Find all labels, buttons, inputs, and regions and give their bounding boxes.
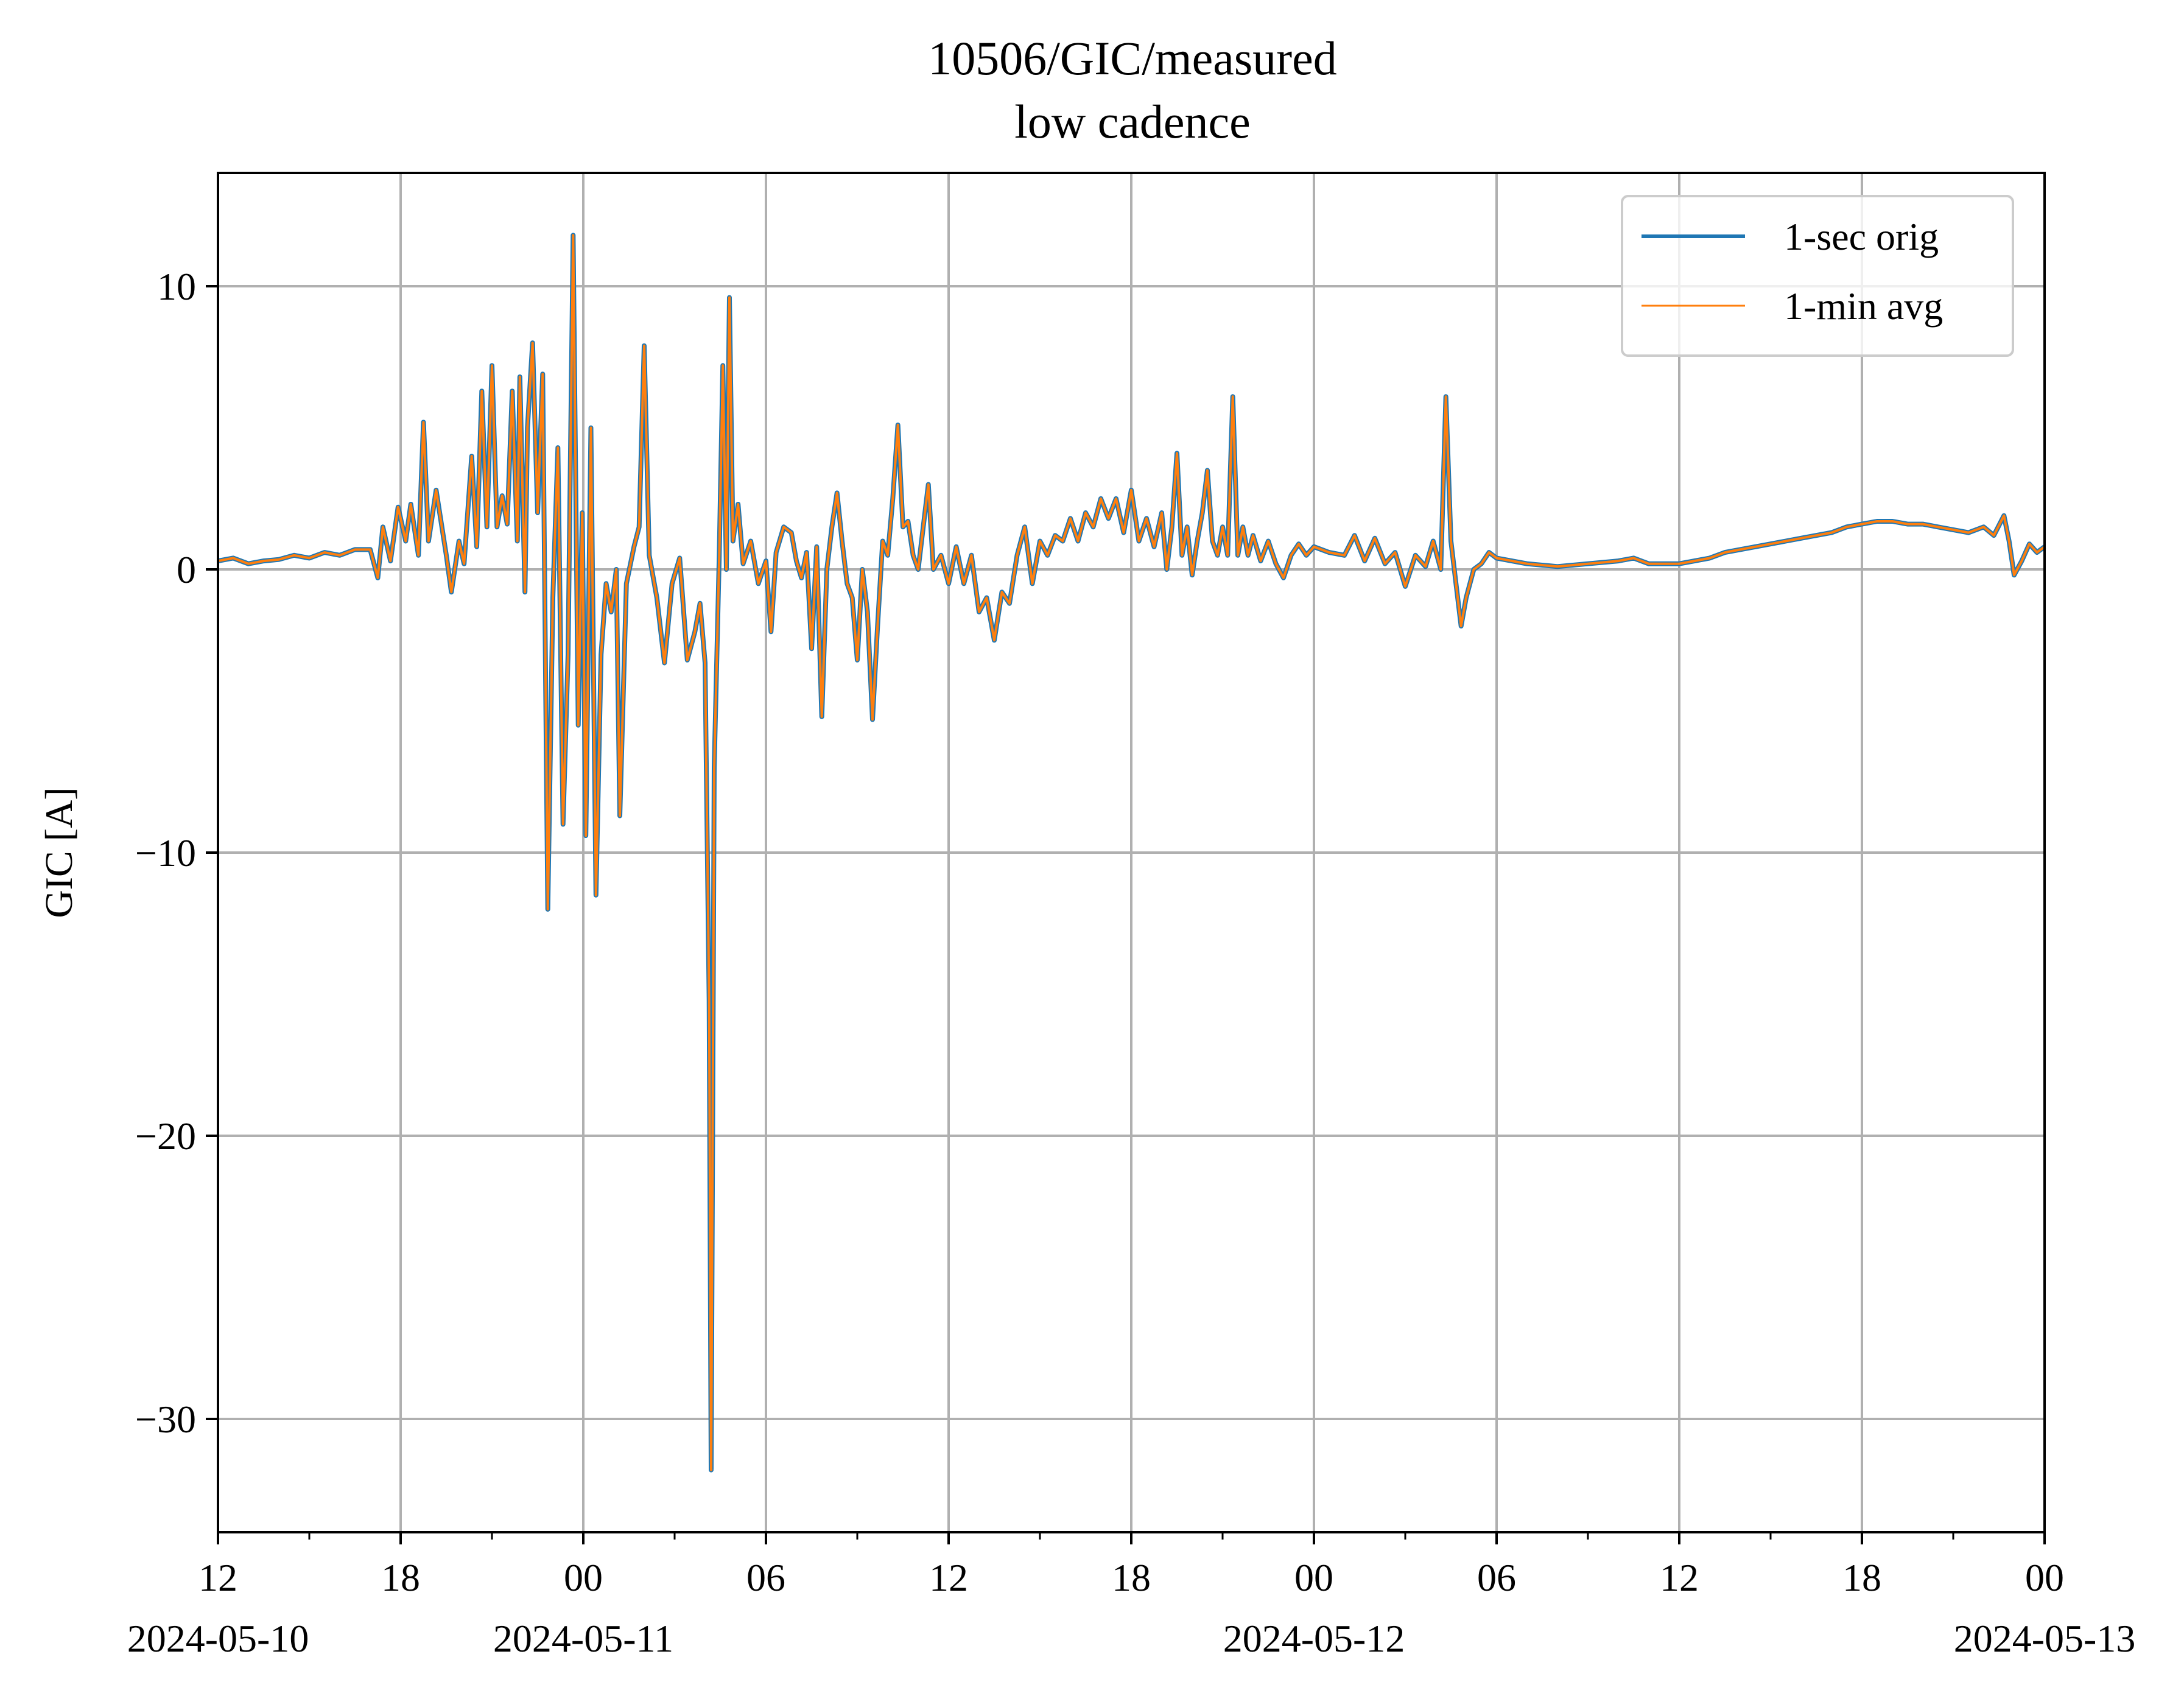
- x-tick-label: 06: [1477, 1556, 1516, 1599]
- plot-area: [217, 233, 2046, 1473]
- x-tick-label: 18: [381, 1556, 420, 1599]
- y-tick-label: 10: [157, 265, 196, 308]
- x-tick-label: 18: [1842, 1556, 1881, 1599]
- legend-label-1-min-avg: 1-min avg: [1784, 284, 1943, 328]
- x-tick-label: 12: [1660, 1556, 1699, 1599]
- y-tick-label: −20: [135, 1114, 196, 1158]
- x-tick-date-label: 2024-05-13: [1954, 1617, 2136, 1660]
- y-tick-label: −10: [135, 831, 196, 875]
- x-tick-label: 12: [198, 1556, 237, 1599]
- chart-title: 10506/GIC/measured: [928, 32, 1337, 85]
- x-tick-date-label: 2024-05-11: [493, 1617, 673, 1660]
- x-tick-date-label: 2024-05-12: [1223, 1617, 1405, 1660]
- chart-subtitle: low cadence: [1014, 95, 1251, 148]
- x-tick-label: 06: [746, 1556, 785, 1599]
- legend: 1-sec orig 1-min avg: [1621, 195, 2014, 357]
- x-tick-label: 12: [929, 1556, 968, 1599]
- y-tick-label: −30: [135, 1398, 196, 1441]
- y-axis-label: GIC [A]: [37, 787, 80, 918]
- y-tick-label: 0: [177, 548, 196, 591]
- x-tick-label: 00: [1294, 1556, 1333, 1599]
- x-tick-label: 18: [1112, 1556, 1151, 1599]
- x-tick-date-label: 2024-05-10: [127, 1617, 309, 1660]
- x-tick-label: 00: [564, 1556, 603, 1599]
- series-line-1-min-avg: [217, 234, 2046, 1471]
- axis-ticks: 12 2024-05-10 18 00 2024-05-11 06 12 18 00 2024-0…: [127, 265, 2136, 1660]
- legend-label-1-sec-orig: 1-sec orig: [1784, 215, 1939, 258]
- x-tick-label: 00: [2025, 1556, 2064, 1599]
